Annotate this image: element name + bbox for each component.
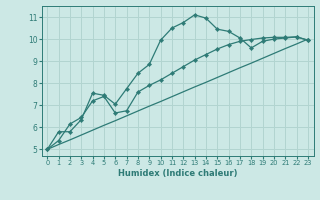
X-axis label: Humidex (Indice chaleur): Humidex (Indice chaleur) xyxy=(118,169,237,178)
